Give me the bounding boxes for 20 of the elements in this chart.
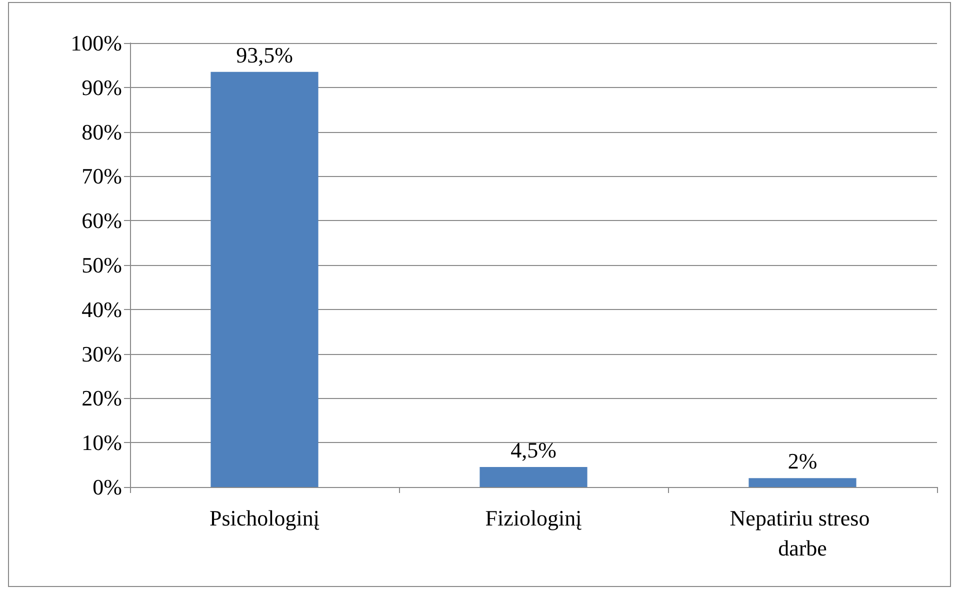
bar <box>748 478 856 487</box>
y-tick-label: 0% <box>92 474 122 500</box>
x-tick-label: Psichologinį <box>209 506 320 530</box>
y-tick-label: 60% <box>82 208 122 234</box>
bar <box>210 72 318 487</box>
x-tick-label: Fiziologinį <box>485 506 582 530</box>
y-tick-label: 20% <box>82 386 122 411</box>
y-tick-label: 50% <box>82 252 122 278</box>
y-tick-label: 70% <box>82 164 122 189</box>
y-tick-label: 10% <box>82 430 122 456</box>
y-tick-label: 80% <box>82 119 122 144</box>
data-label: 4,5% <box>510 438 556 463</box>
y-tick-label: 30% <box>82 341 122 366</box>
y-tick-label: 40% <box>82 296 122 322</box>
y-tick-label: 100% <box>70 30 122 56</box>
bar <box>480 467 588 487</box>
data-label: 93,5% <box>236 42 293 68</box>
data-label: 2% <box>788 448 818 474</box>
y-tick-label: 90% <box>82 74 122 100</box>
x-tick-label: Nepatiriu streso darbe <box>730 506 876 560</box>
